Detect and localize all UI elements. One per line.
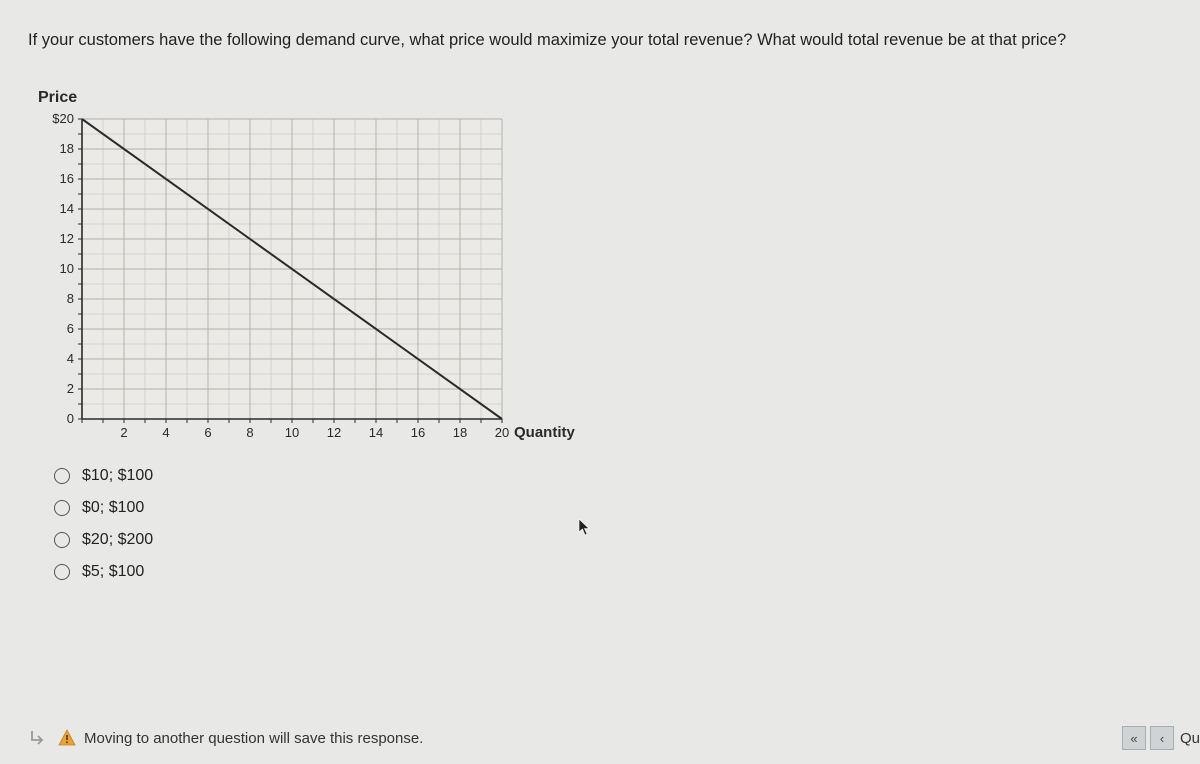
answer-option[interactable]: $10; $100 [54,467,1172,485]
svg-text:14: 14 [60,201,74,216]
answer-options: $10; $100 $0; $100 $20; $200 $5; $100 [54,467,1172,581]
nav-hint: Qu [1180,730,1200,747]
radio-icon[interactable] [54,564,70,580]
svg-text:0: 0 [67,411,74,426]
footer-left: Moving to another question will save thi… [28,728,423,748]
svg-text:2: 2 [120,425,127,440]
svg-text:20: 20 [495,425,509,440]
radio-icon[interactable] [54,500,70,516]
svg-text:12: 12 [60,231,74,246]
y-axis-title: Price [38,89,1172,107]
radio-icon[interactable] [54,468,70,484]
svg-text:10: 10 [60,261,74,276]
svg-text:18: 18 [60,141,74,156]
option-label: $10; $100 [82,467,153,485]
svg-text:8: 8 [67,291,74,306]
svg-text:Quantity: Quantity [514,424,575,441]
quiz-page: If your customers have the following dem… [0,0,1200,764]
svg-text:14: 14 [369,425,383,440]
reply-arrow-icon [28,728,48,748]
nav-first-button[interactable]: « [1122,726,1146,750]
footer-message: Moving to another question will save thi… [84,730,423,747]
svg-text:$20: $20 [52,113,74,126]
svg-text:4: 4 [67,351,74,366]
answer-option[interactable]: $20; $200 [54,531,1172,549]
svg-text:16: 16 [60,171,74,186]
svg-text:2: 2 [67,381,74,396]
svg-text:10: 10 [285,425,299,440]
option-label: $5; $100 [82,563,144,581]
svg-text:4: 4 [162,425,169,440]
svg-text:6: 6 [67,321,74,336]
option-label: $0; $100 [82,499,144,517]
svg-text:16: 16 [411,425,425,440]
answer-option[interactable]: $5; $100 [54,563,1172,581]
svg-text:18: 18 [453,425,467,440]
chart-svg: $201816141210864202468101214161820Quanti… [38,113,592,445]
option-label: $20; $200 [82,531,153,549]
footer-bar: Moving to another question will save thi… [28,726,1200,750]
question-text: If your customers have the following dem… [28,28,1172,53]
svg-text:8: 8 [246,425,253,440]
svg-text:6: 6 [204,425,211,440]
nav-prev-button[interactable]: ‹ [1150,726,1174,750]
answer-option[interactable]: $0; $100 [54,499,1172,517]
warning-icon [58,729,76,747]
footer-nav: « ‹ Qu [1122,726,1200,750]
radio-icon[interactable] [54,532,70,548]
demand-chart: Price $201816141210864202468101214161820… [38,89,1172,445]
svg-text:12: 12 [327,425,341,440]
